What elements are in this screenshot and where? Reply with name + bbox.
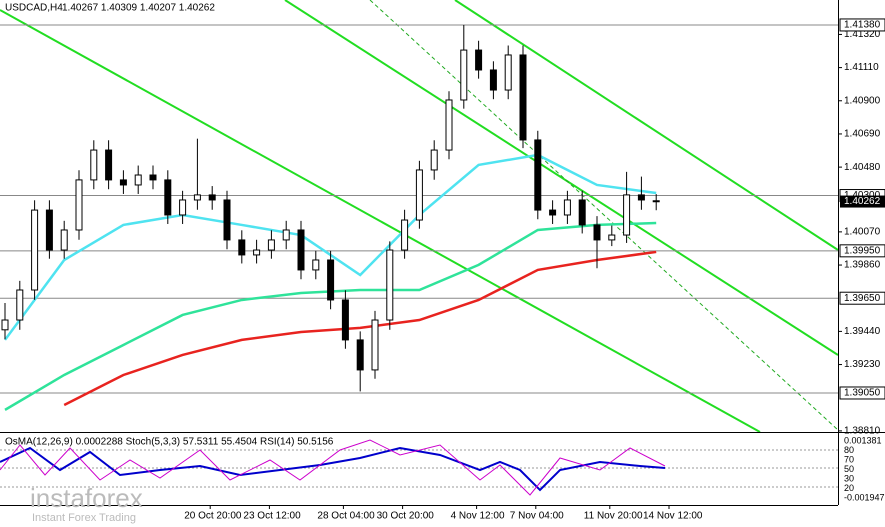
- candle-body: [504, 54, 512, 91]
- last-price-label: 1.40262: [844, 196, 881, 207]
- level-label: 1.39650: [844, 293, 881, 304]
- candle-body: [637, 194, 645, 201]
- y-tick-label: 1.40480: [844, 162, 881, 173]
- level-box: [839, 291, 885, 305]
- candle-body: [341, 299, 349, 341]
- candle-body: [90, 149, 98, 181]
- level-box: [839, 386, 885, 400]
- candle-body: [312, 259, 320, 271]
- trend-line: [369, 0, 839, 431]
- candle-body: [623, 194, 631, 236]
- x-tick-label: 28 Oct 04:00: [317, 511, 375, 522]
- candle-body: [534, 139, 542, 211]
- y-tick-label: 1.40690: [844, 129, 881, 140]
- channel-line: [454, 0, 839, 251]
- candle-body: [134, 174, 142, 186]
- x-tick-label: 20 Oct 20:00: [184, 511, 242, 522]
- candle-body: [608, 234, 616, 241]
- candle-body: [415, 169, 423, 221]
- candle-body: [401, 219, 409, 251]
- x-tick-label: 30 Oct 20:00: [377, 511, 435, 522]
- candle-body: [164, 179, 172, 216]
- candle-body: [593, 224, 601, 241]
- x-tick-label: 23 Oct 12:00: [243, 511, 301, 522]
- x-tick-label: 11 Nov 20:00: [584, 511, 643, 522]
- chart-title: USDCAD,H4: [5, 3, 63, 14]
- ind-axis-label: 50: [844, 464, 854, 474]
- level-label: 1.41380: [844, 20, 881, 31]
- candle-body: [327, 259, 335, 301]
- candle-body: [282, 229, 290, 241]
- candle-body: [193, 194, 201, 201]
- candle-body: [45, 209, 53, 251]
- ind-axis-label: 20: [844, 483, 854, 493]
- level-label: 1.39050: [844, 388, 881, 399]
- ind-axis-label: 80: [844, 445, 854, 455]
- candle-body: [475, 49, 483, 71]
- candle-body: [60, 229, 68, 251]
- level-label: 1.39950: [844, 245, 881, 256]
- x-tick-label: 7 Nov 04:00: [510, 511, 564, 522]
- candle-body: [238, 239, 246, 256]
- candle-body: [31, 209, 39, 291]
- indicator-label: OsMA(12,26,9) 0.0002288 Stoch(5,3,3) 57.…: [5, 437, 334, 448]
- moving-average: [63, 250, 657, 407]
- level-box: [839, 18, 885, 32]
- candle-body: [1, 319, 9, 331]
- candle-body: [549, 209, 557, 216]
- last-price-box: [840, 195, 885, 208]
- y-tick-label: 1.39230: [844, 359, 881, 370]
- watermark: instaforex: [30, 483, 143, 513]
- channel-line: [0, 9, 761, 433]
- quote: 1.40267 1.40309 1.40207 1.40262: [62, 3, 215, 14]
- y-tick-label: 1.40070: [844, 227, 881, 238]
- ind-axis-label: 0.001381: [844, 435, 882, 445]
- candle-body: [16, 289, 24, 321]
- ind-axis-label: -0.001947: [844, 492, 885, 502]
- ind-line: [0, 446, 666, 492]
- candle-body: [371, 319, 379, 371]
- y-tick-label: 1.39440: [844, 326, 881, 337]
- candle-body: [253, 249, 261, 256]
- y-tick-label: 1.38810: [844, 426, 881, 437]
- candle-body: [563, 199, 571, 216]
- candle-body: [149, 174, 157, 181]
- candle-body: [652, 200, 660, 203]
- channel-line: [284, 0, 839, 356]
- candle-body: [179, 199, 187, 216]
- ind-axis-label: 70: [844, 454, 854, 464]
- candle-body: [356, 339, 364, 371]
- candle-body: [267, 239, 275, 251]
- candle-body: [119, 179, 127, 186]
- y-tick-label: 1.39860: [844, 260, 881, 271]
- candle-body: [578, 199, 586, 226]
- candle-body: [297, 229, 305, 271]
- ind-line: [0, 439, 666, 496]
- x-tick-label: 14 Nov 12:00: [643, 511, 703, 522]
- candle-body: [445, 99, 453, 151]
- candle-body: [223, 199, 231, 241]
- candle-body: [105, 149, 113, 181]
- candle-body: [519, 54, 527, 141]
- candle-body: [460, 49, 468, 101]
- candle-body: [430, 149, 438, 171]
- y-tick-label: 1.41320: [844, 29, 881, 40]
- level-box: [839, 244, 885, 258]
- candle-body: [489, 69, 497, 91]
- y-tick-label: 1.41110: [844, 62, 879, 73]
- ind-axis-label: 30: [844, 473, 854, 483]
- candle-body: [208, 194, 216, 201]
- y-tick-label: 1.40900: [844, 95, 881, 106]
- candle-body: [386, 249, 394, 321]
- candle-body: [75, 179, 83, 231]
- x-tick-label: 4 Nov 12:00: [451, 511, 505, 522]
- watermark-sub: Instant Forex Trading: [32, 512, 136, 524]
